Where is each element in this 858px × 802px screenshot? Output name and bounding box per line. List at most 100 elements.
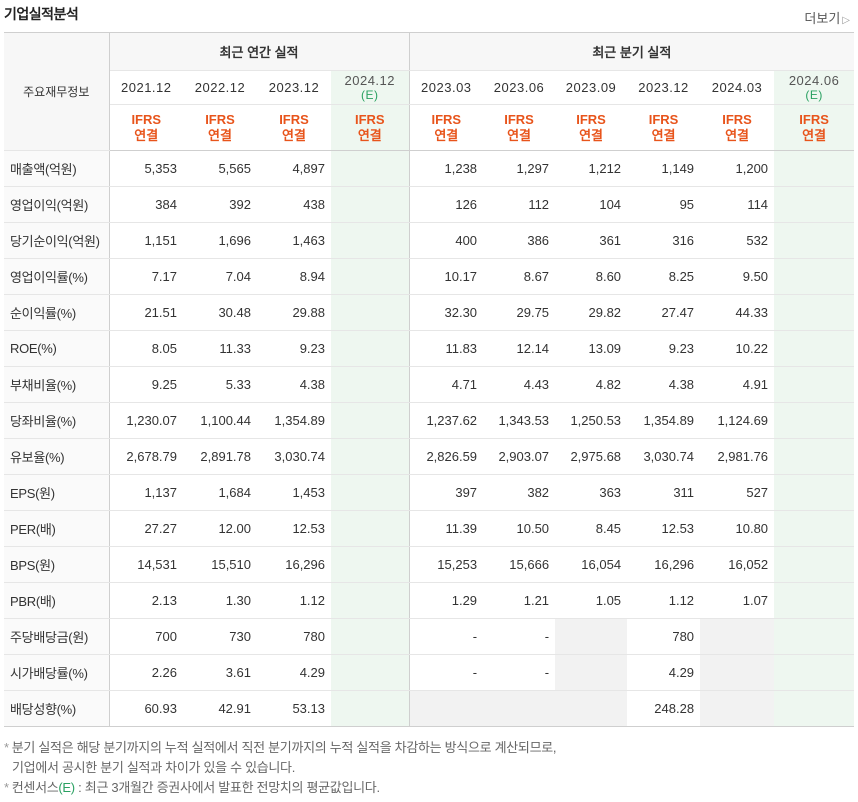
row-label: 매출액(억원) <box>4 150 110 187</box>
value-cell <box>700 690 775 727</box>
table-row: 당기순이익(억원) 1,151 1,696 1,463 400 386 361 316 532 <box>4 222 855 259</box>
value-cell: 11.33 <box>183 330 257 367</box>
value-cell: 4.29 <box>257 654 331 691</box>
value-cell: 3.61 <box>183 654 257 691</box>
value-cell: 5,353 <box>109 150 183 187</box>
value-cell: 126 <box>408 186 484 223</box>
table-row: PER(배) 27.27 12.00 12.53 11.39 10.50 8.45 12.53… <box>4 510 855 547</box>
estimate-mark: (E) <box>361 87 379 102</box>
value-cell: 9.23 <box>257 330 331 367</box>
period-header: 2024.03 <box>700 70 775 105</box>
value-cell: 29.82 <box>555 294 628 331</box>
value-cell: 12.14 <box>483 330 556 367</box>
value-cell <box>331 582 410 619</box>
value-cell <box>774 258 855 295</box>
value-cell <box>331 546 410 583</box>
value-cell <box>774 330 855 367</box>
value-cell: 1,124.69 <box>700 402 775 439</box>
value-cell: 30.48 <box>183 294 257 331</box>
value-cell: 95 <box>627 186 701 223</box>
value-cell <box>774 474 855 511</box>
chevron-right-icon: ▷ <box>842 15 850 26</box>
value-cell <box>774 438 855 475</box>
value-cell: 392 <box>183 186 257 223</box>
more-label: 더보기 <box>804 11 841 26</box>
value-cell: 114 <box>700 186 775 223</box>
value-cell: - <box>483 654 556 691</box>
value-cell: 1.29 <box>408 582 484 619</box>
value-cell <box>555 618 628 655</box>
period-header: 2023.03 <box>408 70 484 105</box>
value-cell <box>700 654 775 691</box>
value-cell: 16,052 <box>700 546 775 583</box>
table-row: 영업이익(억원) 384 392 438 126 112 104 95 114 <box>4 186 855 223</box>
period-header: 2024.06 (E) <box>774 70 855 105</box>
value-cell <box>774 690 855 727</box>
ifrs-badge: IFRS 연결 <box>109 104 183 151</box>
row-label: 영업이익(억원) <box>4 186 110 223</box>
value-cell: 104 <box>555 186 628 223</box>
value-cell: 384 <box>109 186 183 223</box>
period-header: 2023.12 <box>257 70 331 105</box>
value-cell: 1.21 <box>483 582 556 619</box>
note-1: * 분기 실적은 해당 분기까지의 누적 실적에서 직전 분기까지의 누적 실적을… <box>4 740 557 755</box>
value-cell: 1,100.44 <box>183 402 257 439</box>
value-cell: 10.17 <box>408 258 484 295</box>
value-cell: 2,891.78 <box>183 438 257 475</box>
value-cell: 4.82 <box>555 366 628 403</box>
value-cell <box>774 222 855 259</box>
value-cell: 2,981.76 <box>700 438 775 475</box>
row-label: 당좌비율(%) <box>4 402 110 439</box>
value-cell: 27.27 <box>109 510 183 547</box>
value-cell: 27.47 <box>627 294 701 331</box>
financial-table: 주요재무정보 최근 연간 실적 최근 분기 실적 2021.12 2022.12 2… <box>4 32 855 727</box>
note-1-cont: 기업에서 공시한 분기 실적과 차이가 있을 수 있습니다. <box>12 760 296 775</box>
ifrs-badge: IFRS 연결 <box>257 104 331 151</box>
value-cell: 1,200 <box>700 150 775 187</box>
value-cell: 11.39 <box>408 510 484 547</box>
row-label: EPS(원) <box>4 474 110 511</box>
value-cell <box>774 582 855 619</box>
row-label: PER(배) <box>4 510 110 547</box>
value-cell <box>774 366 855 403</box>
table-row: 배당성향(%) 60.93 42.91 53.13 248.28 <box>4 690 855 727</box>
value-cell: 4.38 <box>627 366 701 403</box>
value-cell <box>331 366 410 403</box>
row-label: 영업이익률(%) <box>4 258 110 295</box>
value-cell <box>331 258 410 295</box>
more-link[interactable]: 더보기 ▷ <box>804 8 850 27</box>
value-cell: 7.17 <box>109 258 183 295</box>
value-cell: 8.05 <box>109 330 183 367</box>
value-cell: 16,296 <box>627 546 701 583</box>
table-row: 주당배당금(원) 700 730 780- -780 <box>4 618 855 655</box>
table-row: ROE(%) 8.05 11.33 9.23 11.83 12.14 13.09 9.23 10… <box>4 330 855 367</box>
value-cell: 12.53 <box>627 510 701 547</box>
value-cell <box>331 294 410 331</box>
value-cell: 10.50 <box>483 510 556 547</box>
value-cell <box>774 654 855 691</box>
row-label: PBR(배) <box>4 582 110 619</box>
period-header: 2023.09 <box>555 70 628 105</box>
value-cell: 9.23 <box>627 330 701 367</box>
value-cell: 4.29 <box>627 654 701 691</box>
value-cell: 15,510 <box>183 546 257 583</box>
ifrs-badge: IFRS 연결 <box>555 104 628 151</box>
value-cell: 1.07 <box>700 582 775 619</box>
value-cell <box>331 186 410 223</box>
value-cell: - <box>408 618 484 655</box>
annual-group-header: 최근 연간 실적 <box>109 32 410 71</box>
value-cell: 8.60 <box>555 258 628 295</box>
value-cell: 2,903.07 <box>483 438 556 475</box>
value-cell: 397 <box>408 474 484 511</box>
section-header: 기업실적분석 더보기 ▷ <box>0 0 858 30</box>
value-cell: 60.93 <box>109 690 183 727</box>
value-cell: 532 <box>700 222 775 259</box>
value-cell: 4.38 <box>257 366 331 403</box>
row-label: 주당배당금(원) <box>4 618 110 655</box>
value-cell <box>774 294 855 331</box>
value-cell: 1,343.53 <box>483 402 556 439</box>
value-cell: 4.43 <box>483 366 556 403</box>
value-cell: 1.12 <box>627 582 701 619</box>
table-row: EPS(원) 1,137 1,684 1,453 397 382 363 311 527 <box>4 474 855 511</box>
period-header: 2021.12 <box>109 70 183 105</box>
